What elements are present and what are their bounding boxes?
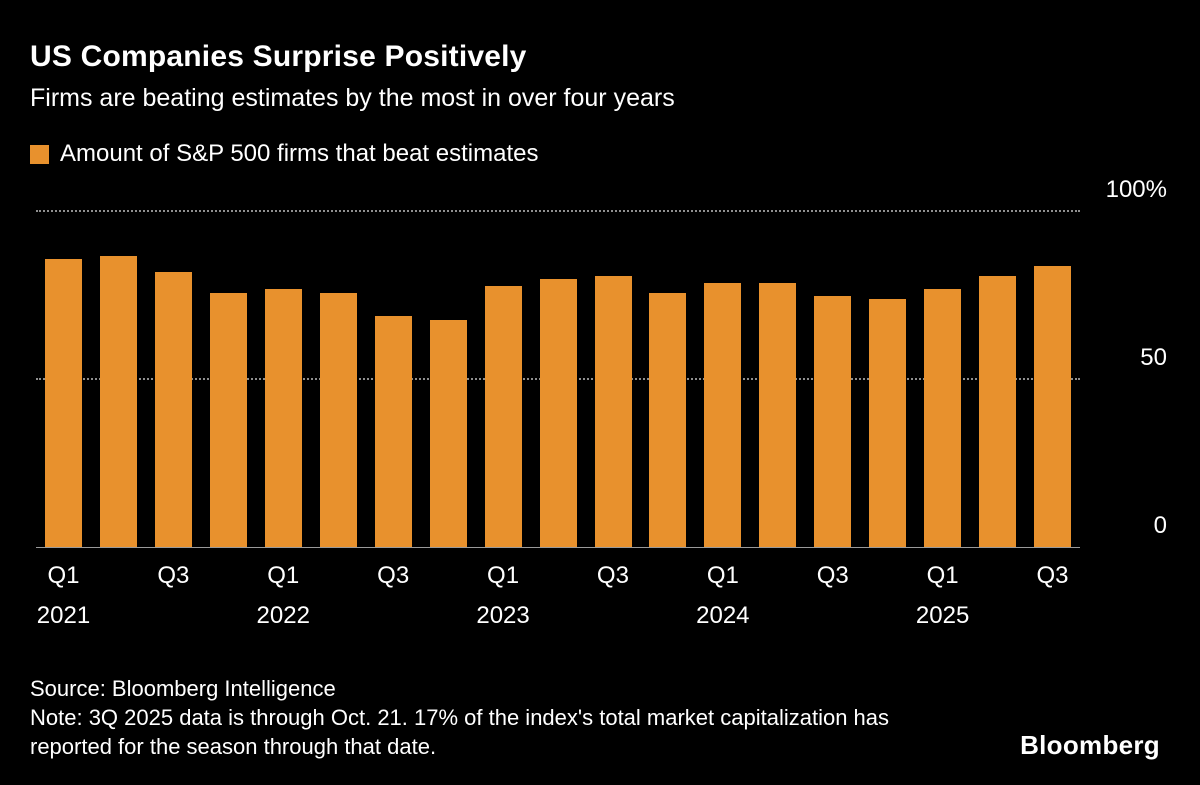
bar-q2-2023 bbox=[539, 279, 577, 548]
bar-q4-2022 bbox=[429, 319, 467, 548]
bar-q3-2022 bbox=[374, 316, 412, 548]
bar-q4-2023 bbox=[649, 292, 687, 548]
plot-area bbox=[36, 210, 1080, 548]
legend-swatch bbox=[30, 144, 49, 164]
bar-slot bbox=[970, 212, 1025, 548]
bar-slot bbox=[1025, 212, 1080, 548]
legend: Amount of S&P 500 firms that beat estima… bbox=[30, 140, 538, 168]
note-text: Note: 3Q 2025 data is through Oct. 21. 1… bbox=[30, 705, 890, 759]
bar-q3-2024 bbox=[814, 296, 852, 548]
bar-q3-2023 bbox=[594, 275, 632, 548]
chart-subtitle: Firms are beating estimates by the most … bbox=[30, 84, 675, 112]
bar-slot bbox=[311, 212, 366, 548]
bar-q4-2021 bbox=[209, 292, 247, 548]
bar-slot bbox=[366, 212, 421, 548]
y-tick-label-50: 50 bbox=[1140, 344, 1167, 371]
bar-q3-2021 bbox=[154, 272, 192, 548]
bar-q1-2021 bbox=[44, 259, 82, 548]
bar-slot bbox=[146, 212, 201, 548]
x-tick-label-q3: Q3 bbox=[157, 562, 190, 589]
bar-q3-2025 bbox=[1034, 265, 1072, 548]
x-tick-label-q3: Q3 bbox=[596, 562, 629, 589]
bar-slot bbox=[531, 212, 586, 548]
bar-slot bbox=[915, 212, 970, 548]
x-tick-label-q3: Q3 bbox=[377, 562, 410, 589]
bar-slot bbox=[695, 212, 750, 548]
x-tick-label-q1-2025: Q1 bbox=[926, 562, 959, 589]
bar-slot bbox=[256, 212, 311, 548]
bar-q2-2024 bbox=[759, 282, 797, 548]
y-tick-label-100: 100% bbox=[1105, 176, 1167, 203]
bar-q1-2022 bbox=[264, 289, 302, 548]
bar-slot bbox=[36, 212, 91, 548]
bar-slot bbox=[91, 212, 146, 548]
x-year-label-2022: 2022 bbox=[256, 602, 310, 629]
bar-slot bbox=[476, 212, 531, 548]
y-tick-label-0: 0 bbox=[1153, 512, 1167, 539]
bar-q4-2024 bbox=[869, 299, 907, 548]
bar-slot bbox=[586, 212, 641, 548]
bloomberg-logo: Bloomberg bbox=[1020, 730, 1160, 760]
bar-q2-2022 bbox=[319, 292, 357, 548]
x-tick-label-q1-2022: Q1 bbox=[267, 562, 300, 589]
bar-q2-2021 bbox=[99, 255, 137, 548]
bar-q2-2025 bbox=[979, 275, 1017, 548]
x-year-label-2023: 2023 bbox=[476, 602, 530, 629]
x-tick-label-q1-2023: Q1 bbox=[487, 562, 520, 589]
chart-title: US Companies Surprise Positively bbox=[30, 40, 527, 73]
x-tick-label-q3: Q3 bbox=[816, 562, 849, 589]
footer-block: Source: Bloomberg Intelligence Note: 3Q … bbox=[30, 674, 915, 761]
bar-slot bbox=[201, 212, 256, 548]
bar-slot bbox=[421, 212, 476, 548]
x-year-label-2024: 2024 bbox=[696, 602, 750, 629]
legend-label: Amount of S&P 500 firms that beat estima… bbox=[60, 140, 539, 167]
bar-slot bbox=[860, 212, 915, 548]
bar-q1-2023 bbox=[484, 285, 522, 548]
bar-slot bbox=[750, 212, 805, 548]
y-axis-labels: 100% 50 0 bbox=[1080, 176, 1167, 548]
x-axis-labels: Q1 2021 Q3 Q1 2022 Q3 Q1 2023 Q3 Q1 2024 Q3 Q1 2025 Q3 bbox=[36, 548, 1080, 643]
x-axis-line bbox=[36, 547, 1080, 548]
x-tick-label-q1-2024: Q1 bbox=[706, 562, 739, 589]
bar-slot bbox=[640, 212, 695, 548]
x-year-label-2021: 2021 bbox=[36, 602, 91, 629]
x-tick-label-q1-2021: Q1 bbox=[47, 562, 80, 589]
source-text: Source: Bloomberg Intelligence bbox=[30, 676, 336, 701]
bar-slot bbox=[805, 212, 860, 548]
bar-q1-2024 bbox=[704, 282, 742, 548]
bars bbox=[36, 212, 1080, 548]
x-year-label-2025: 2025 bbox=[915, 602, 970, 629]
bar-q1-2025 bbox=[924, 289, 962, 548]
x-tick-label-q3: Q3 bbox=[1036, 562, 1069, 589]
gridline-100 bbox=[36, 210, 1080, 212]
